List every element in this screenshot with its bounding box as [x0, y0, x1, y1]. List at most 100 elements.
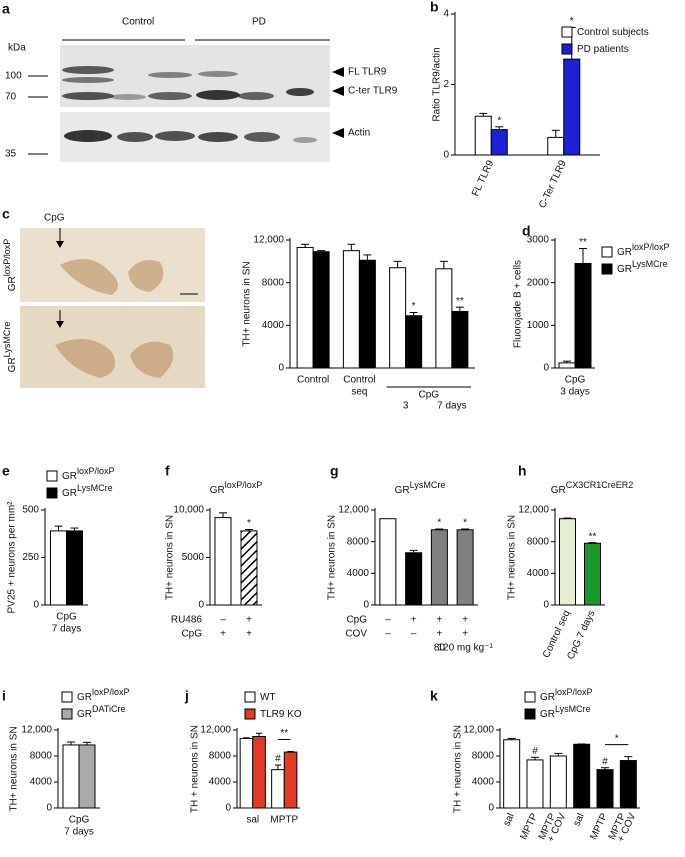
x-tick-label: sal	[501, 812, 516, 828]
legend-label: GRLysMCre	[62, 483, 113, 498]
condition-value: +	[411, 615, 417, 626]
legend-swatch	[244, 691, 256, 703]
legend-swatch	[244, 708, 256, 720]
significance: **	[456, 296, 464, 307]
bar	[619, 760, 637, 809]
bar	[563, 58, 581, 156]
condition-value: +	[436, 629, 442, 640]
blot-bands	[62, 66, 317, 143]
error-bar	[70, 527, 79, 531]
unit-label: kDa	[8, 43, 26, 54]
error-bar	[347, 243, 356, 251]
stained-tissue	[55, 258, 174, 378]
y-tick-label: 5000	[182, 552, 205, 563]
error-bar	[409, 549, 418, 553]
y-axis-label: TH+ neurons in SN	[327, 515, 338, 600]
y-tick-label: 4000	[30, 777, 53, 788]
x-tick-label: 7 days	[437, 401, 466, 412]
y-tick-label: 250	[22, 552, 39, 563]
error-bar	[601, 767, 609, 770]
x-tick-label: 7 days	[64, 827, 93, 838]
bar	[456, 529, 474, 606]
error-bar	[67, 741, 75, 745]
y-tick-label: 2000	[527, 277, 550, 288]
marker-label: 35	[5, 149, 17, 160]
error-bar	[54, 525, 63, 531]
y-tick-label: 4000	[262, 320, 285, 331]
legend-label: GRloxP/loxP	[617, 242, 670, 257]
significance: **	[589, 531, 597, 542]
condition-value: –	[411, 629, 417, 640]
bar	[549, 755, 567, 809]
chart-title: GRLysMCre	[395, 480, 446, 495]
panel-letter: c	[2, 206, 10, 222]
legend-label: PD patients	[577, 44, 629, 55]
panel-letter: g	[330, 463, 339, 479]
legend-swatch	[601, 263, 613, 275]
significance: *	[437, 518, 441, 529]
x-tick-label: CpG	[565, 375, 586, 386]
y-tick-label: 8000	[347, 536, 370, 547]
error-bar	[624, 756, 633, 761]
bar	[252, 736, 266, 809]
legend-label: Control subjects	[577, 27, 649, 38]
y-tick-label: 500	[22, 505, 39, 516]
bar	[435, 268, 453, 369]
bar	[573, 743, 591, 809]
group-label: Control	[122, 17, 154, 28]
bracket-label: *	[615, 733, 619, 744]
error-bar	[554, 752, 563, 756]
legend-label: GRloxP/loxP	[62, 466, 115, 481]
x-tick-label: 7 days	[52, 624, 81, 635]
legend-label: GRLysMCre	[540, 704, 591, 719]
error-bar	[409, 312, 418, 316]
y-tick-label: 0	[46, 803, 52, 814]
y-tick-label: 3000	[527, 235, 550, 246]
bar	[50, 530, 67, 606]
bar	[559, 518, 576, 606]
x-tick-label: 3	[403, 401, 409, 412]
condition-value: +	[462, 615, 468, 626]
arrow	[332, 128, 344, 138]
y-axis-label: Ratio TLR9/actin	[432, 47, 443, 121]
y-tick-label: 12,000	[21, 725, 52, 736]
y-tick-label: 0	[363, 600, 369, 611]
panel-letter: h	[518, 463, 527, 479]
dose-label: 120 mg kg⁻¹	[437, 643, 493, 654]
y-tick-label: 4000	[472, 777, 495, 788]
y-axis-label: TH+ neurons in SN	[9, 726, 20, 811]
error-bar	[563, 360, 571, 363]
error-bar	[274, 764, 282, 770]
bar	[558, 362, 576, 369]
y-tick-label: 0	[488, 803, 494, 814]
error-bar	[551, 129, 560, 138]
significance: *	[247, 518, 251, 529]
panel-letter: d	[522, 223, 531, 239]
bar	[451, 310, 469, 369]
error-bar	[245, 528, 253, 531]
x-tick-label: FL TLR9	[470, 158, 496, 198]
marker-label: 100	[5, 71, 22, 82]
bar	[379, 518, 397, 606]
significance: *	[570, 16, 574, 27]
bar	[584, 542, 601, 606]
bracket-label: **	[280, 728, 288, 739]
bar	[358, 259, 376, 369]
condition-value: +	[462, 629, 468, 640]
group-label: CpG	[418, 390, 439, 401]
condition-value: +	[246, 615, 252, 626]
x-tick-label: MPTP	[270, 815, 298, 826]
error-bar	[255, 732, 263, 737]
arrow-head	[56, 241, 64, 248]
error-bar	[243, 737, 250, 739]
x-tick-label: 3 days	[560, 387, 589, 398]
error-bar	[317, 250, 326, 252]
y-tick-label: 0	[33, 600, 39, 611]
bar	[296, 246, 314, 369]
band-label: FL TLR9	[348, 67, 387, 78]
y-tick-label: 0	[543, 363, 549, 374]
bar	[596, 769, 614, 809]
treatment-label: CpG	[44, 213, 65, 224]
error-bar	[495, 126, 504, 130]
